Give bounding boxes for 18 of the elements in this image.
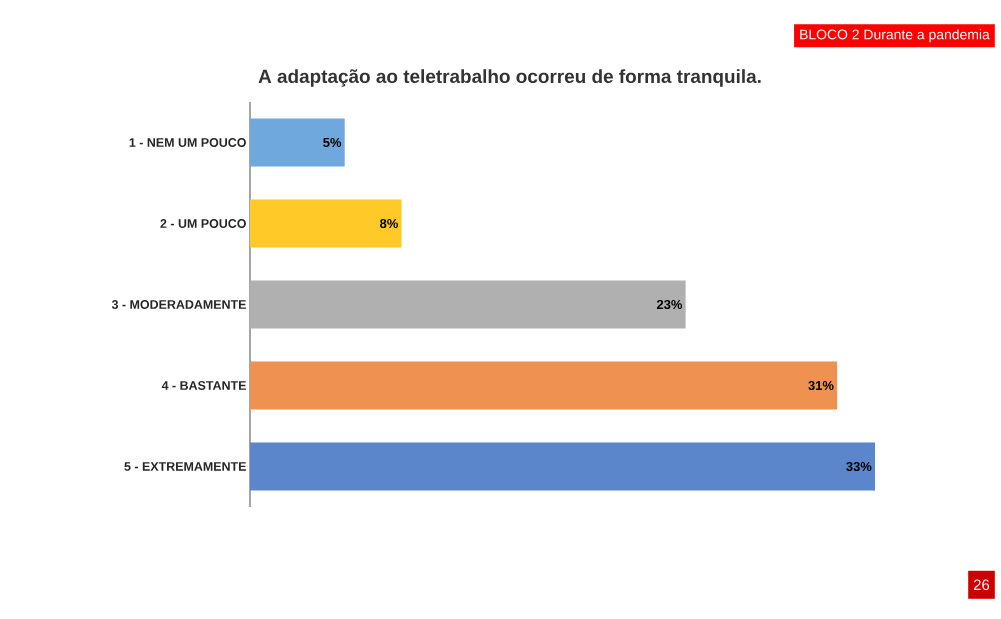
chart-title: A adaptação ao teletrabalho ocorreu de forma tranquila. [258,69,761,87]
data-label: 31% [808,380,834,391]
y-tick-label: 1 - NEM UM POUCO [129,138,246,147]
text: BLOCO 2 Durante a pandemia [800,29,990,43]
data-label: 5% [323,137,342,148]
y-tick-label: 2 - UM POUCO [160,219,246,228]
y-tick-label: 5 - EXTREMAMENTE [124,462,246,471]
bar [250,118,345,167]
bar [250,199,402,248]
bar [250,280,686,329]
data-label: 33% [846,461,872,472]
data-label: 23% [656,299,683,310]
bar [250,442,876,491]
data-label: 8% [380,218,398,229]
bar [250,361,838,410]
text: 26 [973,579,990,591]
y-tick-label: 4 - BASTANTE [161,381,246,390]
y-tick-label: 3 - MODERADAMENTE [111,300,246,309]
